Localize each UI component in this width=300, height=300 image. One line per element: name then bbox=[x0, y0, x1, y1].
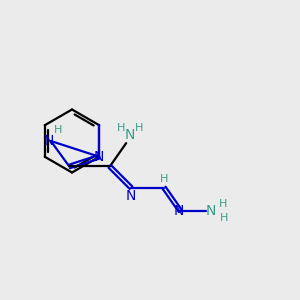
Text: N: N bbox=[44, 134, 55, 148]
Text: H: H bbox=[160, 174, 168, 184]
Text: N: N bbox=[174, 204, 184, 218]
Text: N: N bbox=[94, 150, 104, 164]
Text: H: H bbox=[220, 213, 228, 223]
Text: H: H bbox=[219, 200, 227, 209]
Text: N: N bbox=[126, 189, 136, 203]
Text: H: H bbox=[117, 123, 125, 133]
Text: H: H bbox=[54, 124, 62, 135]
Text: N: N bbox=[206, 204, 217, 218]
Text: N: N bbox=[124, 128, 135, 142]
Text: H: H bbox=[135, 123, 143, 133]
